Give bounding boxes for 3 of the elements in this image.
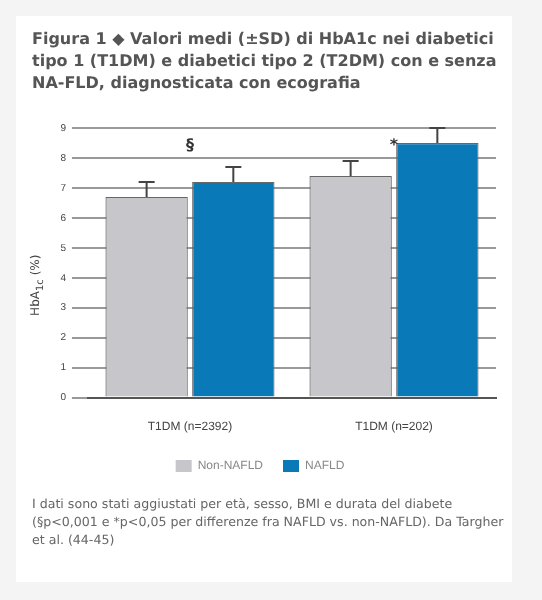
annotation: * <box>389 136 400 155</box>
annotation: § <box>185 136 194 155</box>
chart-title: Figura 1 ◆ Valori medi (±SD) di HbA1c nei diabetici tipo 1 (T1DM) e diabetici tipo 2 (T2DM) con e senza NA-FLD, diagnosticata con ecografia <box>32 28 499 94</box>
